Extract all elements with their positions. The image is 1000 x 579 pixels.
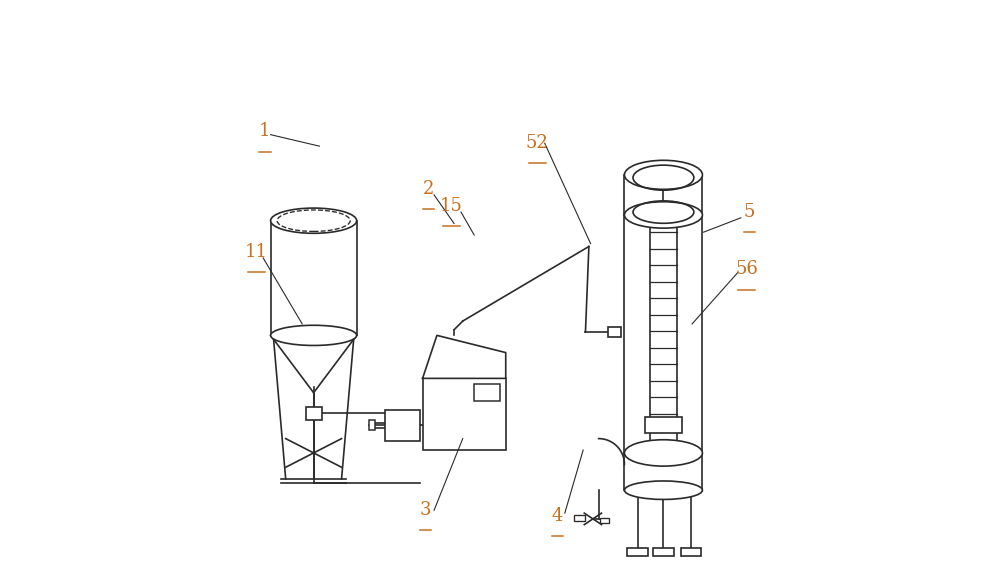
Bar bbox=[681, 548, 701, 556]
Bar bbox=[574, 515, 585, 521]
Bar bbox=[608, 327, 621, 338]
Text: 11: 11 bbox=[245, 243, 268, 261]
Bar bbox=[653, 548, 674, 556]
Bar bbox=[306, 407, 322, 420]
Bar bbox=[385, 410, 420, 441]
Ellipse shape bbox=[624, 481, 702, 500]
Text: 4: 4 bbox=[552, 507, 563, 525]
Text: 1: 1 bbox=[259, 122, 271, 140]
Bar bbox=[474, 384, 500, 401]
Ellipse shape bbox=[624, 439, 702, 466]
Bar bbox=[423, 379, 506, 450]
Bar bbox=[369, 420, 375, 430]
Ellipse shape bbox=[271, 325, 357, 346]
Bar bbox=[627, 548, 648, 556]
Ellipse shape bbox=[624, 160, 702, 189]
Text: 15: 15 bbox=[440, 197, 463, 215]
Text: 3: 3 bbox=[420, 501, 431, 519]
Text: 5: 5 bbox=[744, 203, 755, 221]
Ellipse shape bbox=[271, 208, 357, 233]
Bar bbox=[600, 518, 609, 523]
Text: 2: 2 bbox=[423, 179, 434, 198]
Polygon shape bbox=[423, 335, 506, 379]
Ellipse shape bbox=[624, 201, 702, 228]
Bar bbox=[645, 417, 682, 433]
Text: 52: 52 bbox=[526, 134, 549, 152]
Text: 56: 56 bbox=[735, 260, 758, 278]
